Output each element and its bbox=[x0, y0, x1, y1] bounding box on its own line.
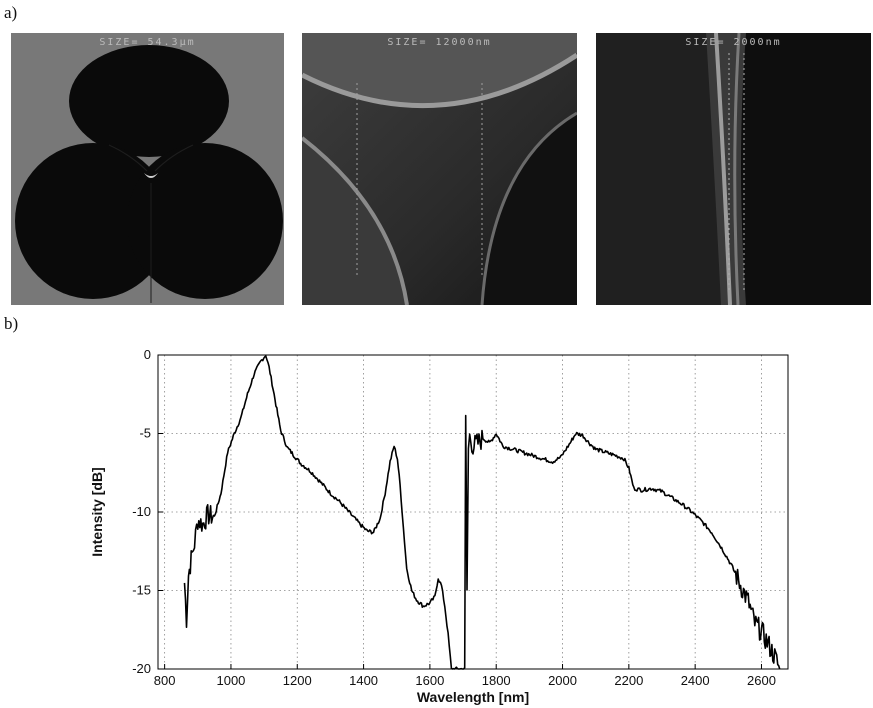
plot-frame bbox=[157, 354, 789, 670]
sem-image-core-zoom: SIZE= 12000nm bbox=[302, 33, 577, 305]
x-tick-label: 2200 bbox=[614, 673, 643, 688]
panel-a-label: a) bbox=[4, 3, 18, 22]
panel-b-label: b) bbox=[4, 314, 19, 333]
y-axis-label: Intensity [dB] bbox=[89, 467, 105, 556]
fiber-cross-section-drawing bbox=[11, 33, 284, 305]
y-tick-label: 0 bbox=[144, 347, 151, 362]
y-tick-label: -20 bbox=[132, 661, 151, 676]
x-tick-label: 1800 bbox=[482, 673, 511, 688]
sem-size-label: SIZE= 54.3µm bbox=[99, 37, 196, 48]
x-tick-label: 1200 bbox=[283, 673, 312, 688]
y-tick-label: -5 bbox=[139, 426, 151, 441]
sem-size-label: SIZE= 12000nm bbox=[387, 37, 492, 48]
spectrum-series-line bbox=[183, 355, 781, 670]
sem-size-label: SIZE= 2000nm bbox=[685, 37, 782, 48]
x-axis-label: Wavelength [nm] bbox=[417, 689, 529, 705]
sem-image-cross-section: SIZE= 54.3µm bbox=[11, 33, 284, 305]
spectrum-chart: 800 1000 1200 1400 1600 1800 2000 2200 2400 2600 0… bbox=[89, 347, 789, 705]
x-tick-label: 2600 bbox=[747, 673, 776, 688]
bridge-zoom-drawing bbox=[596, 33, 871, 305]
x-tick-label: 1600 bbox=[415, 673, 444, 688]
core-zoom-drawing bbox=[302, 33, 577, 305]
y-tick-label: -10 bbox=[132, 504, 151, 519]
sem-image-bridge-zoom: SIZE= 2000nm bbox=[596, 33, 871, 305]
x-tick-label: 2400 bbox=[681, 673, 710, 688]
x-tick-label: 1400 bbox=[349, 673, 378, 688]
x-tick-label: 2000 bbox=[548, 673, 577, 688]
x-tick-label: 1000 bbox=[216, 673, 245, 688]
x-tick-label: 800 bbox=[154, 673, 176, 688]
chart-ticks: 800 1000 1200 1400 1600 1800 2000 2200 2400 2600 0… bbox=[132, 347, 776, 688]
y-tick-label: -15 bbox=[132, 583, 151, 598]
